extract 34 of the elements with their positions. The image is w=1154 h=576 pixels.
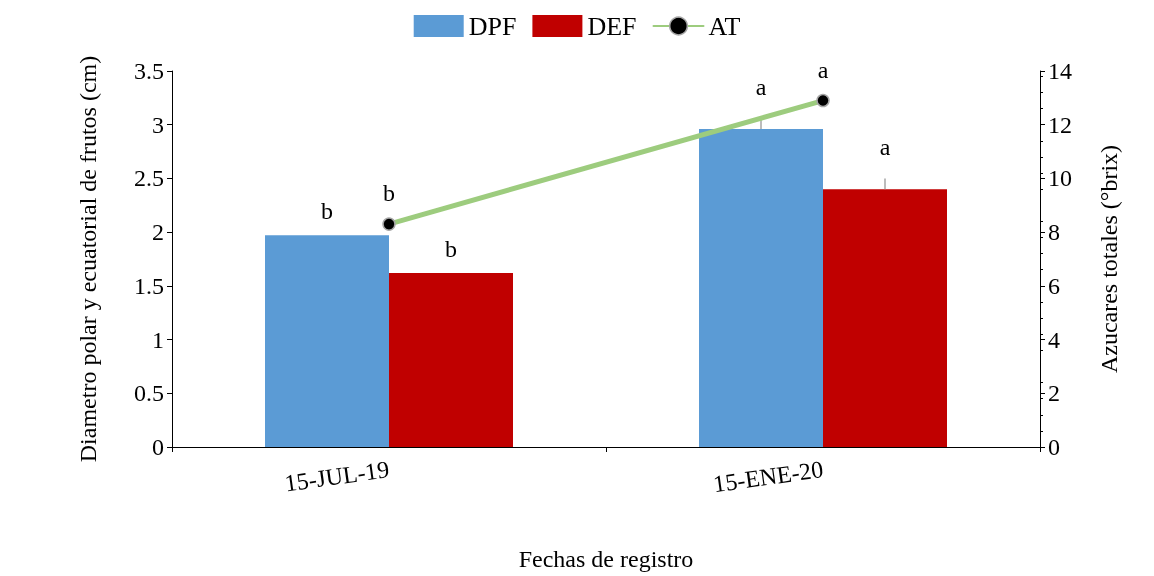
y2-tick-label: 4 xyxy=(1048,326,1060,353)
y2-tick-label: 0 xyxy=(1048,434,1060,460)
y2-tick-label: 2 xyxy=(1048,380,1060,407)
bar xyxy=(389,272,513,447)
y-tick-label: 1.5 xyxy=(134,272,164,299)
legend-label: DEF xyxy=(587,11,637,41)
y2-tick-label: 10 xyxy=(1048,165,1072,192)
y-tick-label: 0 xyxy=(152,434,164,460)
bar xyxy=(265,235,389,447)
x-tick-label: 15-ENE-20 xyxy=(711,456,825,498)
y-tick-label: 0.5 xyxy=(134,380,164,407)
data-label: a xyxy=(755,74,767,101)
y2-axis-title: Azucares totales (°brix) xyxy=(1096,144,1122,374)
data-label: b xyxy=(383,180,395,207)
y-tick-label: 2.5 xyxy=(134,165,164,192)
x-tick-label: 15-JUL-19 xyxy=(282,456,391,497)
bar xyxy=(699,129,823,447)
x-axis-title: Fechas de registro xyxy=(518,546,694,572)
y-axis-title: Diametro polar y ecuatorial de frutos (cm) xyxy=(75,55,101,463)
y2-tick-label: 12 xyxy=(1048,111,1072,138)
data-label: b xyxy=(321,198,333,225)
y-tick-label: 3.5 xyxy=(134,58,164,84)
data-label: a xyxy=(879,134,891,161)
data-label: b xyxy=(445,235,457,262)
legend-label: DPF xyxy=(468,11,517,41)
y-tick-label: 1 xyxy=(152,326,164,353)
legend-label: AT xyxy=(708,11,741,41)
y-tick-label: 3 xyxy=(152,111,164,138)
y2-tick-label: 8 xyxy=(1048,219,1060,246)
bar xyxy=(823,189,947,447)
y2-tick-label: 14 xyxy=(1048,58,1072,84)
y-tick-label: 2 xyxy=(152,219,164,246)
data-label: a xyxy=(817,56,829,83)
y2-tick-label: 6 xyxy=(1048,272,1060,299)
